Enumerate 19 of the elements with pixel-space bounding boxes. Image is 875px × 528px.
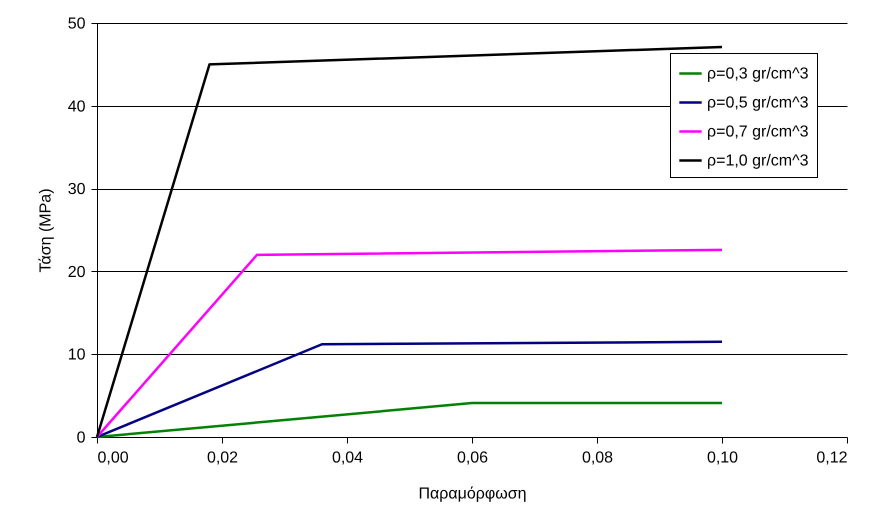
x-tick-label: 0,08 [582,450,614,466]
x-tick-label: 0,12 [816,450,848,466]
legend-label: ρ=0,3 gr/cm^3 [707,66,809,82]
y-tick-label: 40 [68,98,86,116]
y-axis-title: Τάση (MPa) [38,188,55,273]
y-tick-label: 0 [76,430,86,446]
x-tick-label: 0,02 [206,450,238,466]
legend-label: ρ=0,5 gr/cm^3 [707,94,809,112]
x-tick-label: 0,06 [456,450,488,466]
y-tick-label: 30 [68,181,86,198]
y-tick-label: 50 [68,16,86,32]
y-tick-label: 20 [68,264,86,281]
legend-label: ρ=0,7 gr/cm^3 [707,124,809,140]
x-tick-label: 0,00 [98,450,129,466]
x-tick-label: 0,04 [332,450,364,466]
x-axis-title: Παραμόρφωση [418,486,527,502]
x-tick-label: 0,10 [706,450,738,466]
legend-label: ρ=1,0 gr/cm^3 [707,152,809,170]
y-tick-label: 10 [68,346,86,364]
